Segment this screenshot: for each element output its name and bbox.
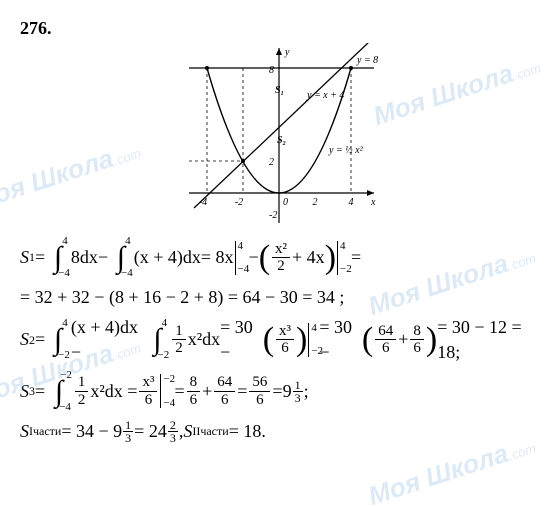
eq-final: SIчасти = 34 − 9 13 = 24 23 , SIIчасти =… (20, 419, 538, 444)
eq-s3: S3 = −2∫−4 12 x²dx = x³6 −2−4 = 86 + 646… (20, 370, 538, 413)
eq-s1-line1: S1 = 4∫−4 8dx − 4∫−4 (x + 4)dx = 8x 4−4 … (20, 236, 538, 279)
svg-text:-2: -2 (269, 210, 277, 221)
x-axis-label: x (370, 197, 376, 208)
svg-text:0: 0 (283, 197, 288, 208)
svg-text:4: 4 (349, 197, 354, 208)
graph-figure: x y -4 -2 0 2 4 -2 2 8 y = 8 y = x + 4 y… (179, 43, 379, 228)
svg-text:y = x + 4: y = x + 4 (306, 90, 344, 101)
svg-text:8: 8 (269, 65, 274, 76)
svg-text:S₂: S₂ (277, 135, 286, 146)
svg-text:y = 8: y = 8 (356, 55, 378, 66)
eq-s1-line2: = 32 + 32 − (8 + 16 − 2 + 8) = 64 − 30 =… (20, 285, 538, 309)
svg-text:y = ½ x²: y = ½ x² (328, 145, 364, 156)
y-axis-label: y (284, 47, 290, 58)
eq-s2: S2 = 4∫−2 (x + 4)dx − 4∫−2 12 x²dx= 30 −… (20, 315, 538, 364)
svg-text:2: 2 (313, 197, 318, 208)
svg-text:2: 2 (269, 157, 274, 168)
problem-number: 276. (20, 18, 538, 39)
watermark: Моя Школа.com (0, 134, 144, 217)
svg-text:S₁: S₁ (275, 85, 284, 96)
watermark: Моя Школа.com (369, 49, 543, 132)
svg-text:-2: -2 (235, 197, 243, 208)
